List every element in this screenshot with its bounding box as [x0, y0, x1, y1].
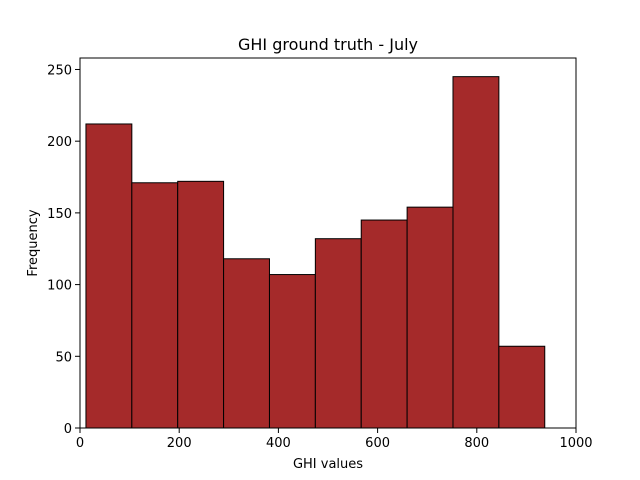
bars-group: [85, 76, 546, 429]
x-axis-ticks: 0 200 400 600 800 1000: [76, 428, 593, 451]
y-tick-label: 0: [64, 422, 72, 437]
histogram-bar: [314, 238, 362, 429]
x-tick-label: 600: [365, 436, 390, 451]
y-tick-label: 150: [47, 207, 72, 222]
y-axis-label: Frequency: [26, 209, 41, 276]
histogram-bar: [406, 206, 454, 429]
histogram-bar: [268, 274, 316, 429]
x-tick-label: 800: [464, 436, 489, 451]
histogram-bar: [498, 345, 546, 429]
plot-frame: [79, 57, 577, 429]
x-tick-label: 400: [266, 436, 291, 451]
x-tick-label: 1000: [559, 436, 592, 451]
chart-title: GHI ground truth - July: [238, 35, 418, 54]
y-tick-label: 50: [55, 350, 72, 365]
histogram-bar: [85, 123, 133, 429]
y-tick-label: 250: [47, 63, 72, 78]
x-tick-label: 200: [167, 436, 192, 451]
histogram-bar: [360, 219, 408, 429]
x-axis-label: GHI values: [293, 457, 363, 472]
histogram-bar: [452, 76, 500, 429]
y-tick-label: 200: [47, 135, 72, 150]
y-axis-ticks: 0 50 100 150 200 250: [47, 63, 80, 437]
x-tick-label: 0: [76, 436, 84, 451]
histogram-bar: [177, 180, 225, 429]
histogram-bar: [223, 258, 270, 429]
histogram-bar: [131, 182, 179, 429]
y-tick-label: 100: [47, 279, 72, 294]
